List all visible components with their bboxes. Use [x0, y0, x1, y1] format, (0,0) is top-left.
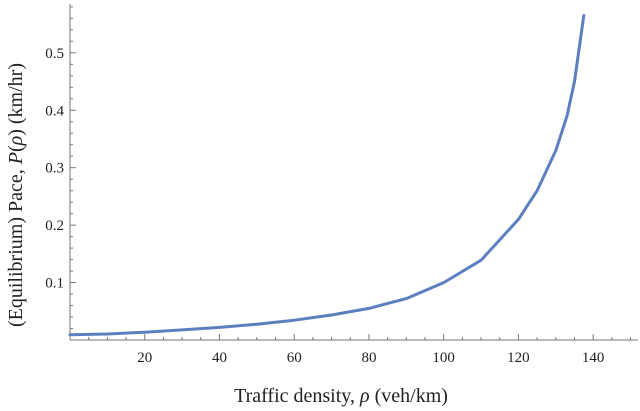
y-axis-ticks: 0.1 0.2 0.3 0.4 0.5 [45, 6, 76, 330]
y-axis-title: (Equilibrium) Pace, P(ρ) (km/hr) [5, 63, 27, 327]
y-tick-label: 0.5 [45, 46, 64, 62]
pace-curve [68, 14, 586, 337]
y-tick-label: 0.4 [45, 103, 64, 119]
y-tick-label: 0.3 [45, 161, 64, 177]
y-tick-label: 0.1 [45, 276, 64, 292]
plot-area: 20 40 60 80 100 120 140 0.1 0.2 0.3 0.4 0.5 [45, 4, 638, 366]
series-layer [68, 14, 586, 337]
x-tick-label: 120 [507, 350, 530, 366]
x-tick-label: 140 [582, 350, 605, 366]
x-tick-label: 80 [361, 350, 376, 366]
x-tick-label: 100 [432, 350, 455, 366]
x-tick-label: 60 [287, 350, 302, 366]
x-axis-ticks: 20 40 60 80 100 120 140 [88, 334, 632, 366]
x-tick-label: 20 [137, 350, 152, 366]
y-tick-label: 0.2 [45, 218, 64, 234]
x-tick-label: 40 [212, 350, 227, 366]
x-axis-title: Traffic density, ρ (veh/km) [234, 385, 448, 407]
